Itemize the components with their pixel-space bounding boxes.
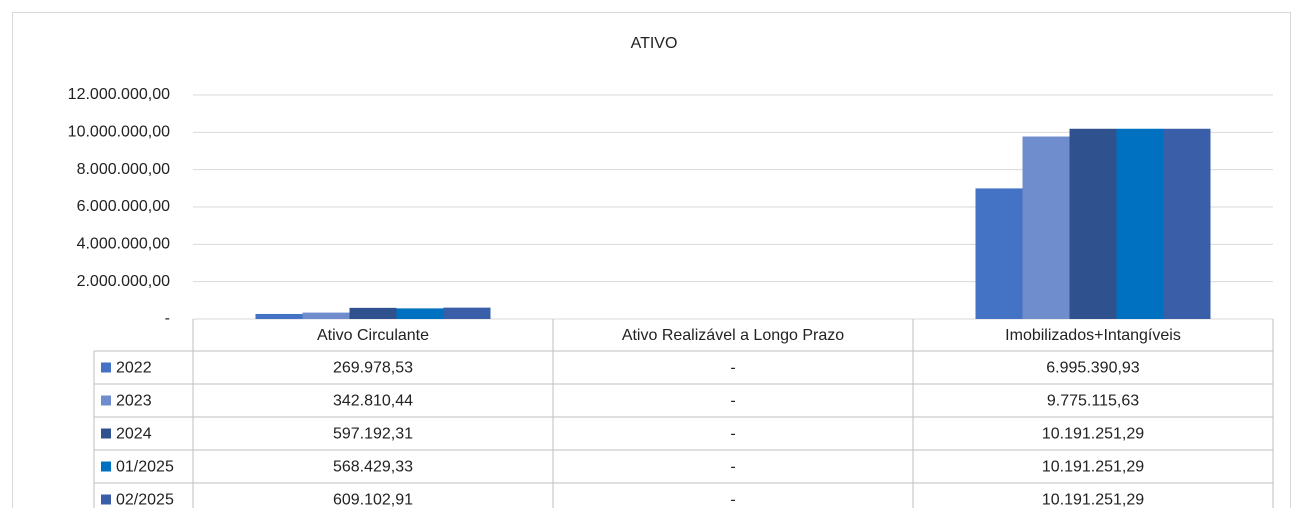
table-value: 10.191.251,29	[1042, 492, 1144, 508]
legend-label: 02/2025	[116, 492, 174, 508]
legend-swatch	[101, 362, 111, 373]
bar	[255, 313, 303, 319]
bar	[1022, 136, 1070, 319]
table-value: 10.191.251,29	[1042, 426, 1144, 443]
y-tick-label: 4.000.000,00	[77, 236, 171, 253]
y-tick-label: 6.000.000,00	[77, 198, 171, 215]
table-value: 568.429,33	[333, 459, 413, 476]
legend-swatch	[101, 494, 111, 505]
x-tick-label: Ativo Realizável a Longo Prazo	[622, 327, 844, 344]
bar	[1069, 128, 1117, 319]
table-value: -	[730, 393, 735, 410]
table-value: -	[730, 492, 735, 508]
bar	[1116, 128, 1164, 319]
chart-title: ATIVO	[631, 35, 678, 52]
table-value: 6.995.390,93	[1046, 360, 1140, 377]
x-tick-label: Ativo Circulante	[317, 327, 429, 344]
table-value: 597.192,31	[333, 426, 413, 443]
table-value: -	[730, 426, 735, 443]
bar	[443, 307, 491, 319]
legend-label: 01/2025	[116, 459, 174, 476]
bar	[349, 307, 397, 319]
y-tick-label: 8.000.000,00	[77, 161, 171, 178]
bar	[975, 188, 1023, 319]
y-tick-label: 2.000.000,00	[77, 273, 171, 290]
table-value: 10.191.251,29	[1042, 459, 1144, 476]
bar	[1163, 128, 1211, 319]
legend-swatch	[101, 461, 111, 472]
table-value: -	[730, 459, 735, 476]
table-value: -	[730, 360, 735, 377]
table-value: 342.810,44	[333, 393, 413, 410]
legend-label: 2022	[116, 360, 152, 377]
legend-label: 2024	[116, 426, 152, 443]
bar	[302, 312, 350, 319]
bar	[396, 308, 444, 319]
legend-swatch	[101, 428, 111, 439]
legend-swatch	[101, 395, 111, 406]
legend-label: 2023	[116, 393, 152, 410]
y-tick-label: -	[165, 310, 170, 327]
table-value: 609.102,91	[333, 492, 413, 508]
y-tick-label: 12.000.000,00	[68, 86, 170, 103]
table-value: 269.978,53	[333, 360, 413, 377]
y-tick-label: 10.000.000,00	[68, 124, 170, 141]
table-value: 9.775.115,63	[1047, 393, 1139, 410]
x-tick-label: Imobilizados+Intangíveis	[1005, 327, 1181, 344]
